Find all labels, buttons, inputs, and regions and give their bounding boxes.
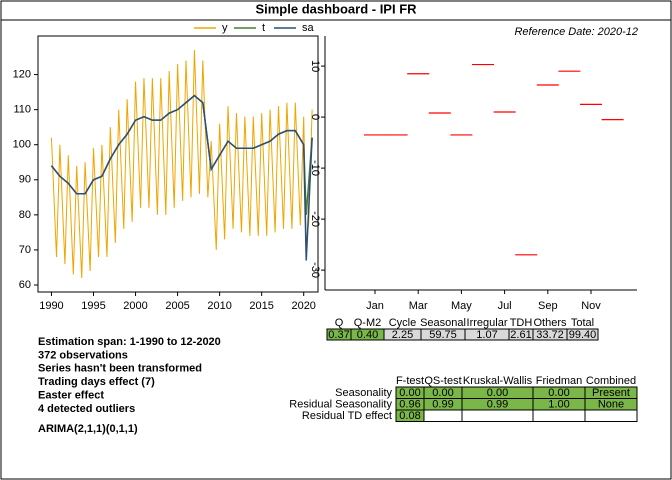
tests-row-label: Residual Seasonality — [289, 398, 392, 410]
tests-value: 0.00 — [399, 387, 420, 399]
summary-line: 372 observations — [38, 349, 128, 361]
tests-value: 0.00 — [487, 387, 508, 399]
x-tick-label: Sep — [538, 300, 558, 312]
x-tick-label: Mar — [409, 300, 428, 312]
x-tick-label: 2010 — [207, 300, 231, 312]
legend-label: y — [222, 22, 228, 34]
tests-value: 0.99 — [487, 398, 508, 410]
quality-value: 59.75 — [429, 329, 457, 341]
title: Simple dashboard - IPI FR — [255, 1, 417, 16]
y-tick-label: -10 — [309, 160, 321, 176]
quality-header: Total — [571, 317, 594, 329]
y-tick-label: 60 — [19, 279, 31, 291]
y-tick-label: 10 — [309, 60, 321, 72]
x-tick-label: 1990 — [39, 300, 63, 312]
quality-value: 99.40 — [569, 329, 597, 341]
tests-cell — [461, 409, 534, 422]
tests-header: QS-test — [424, 375, 461, 387]
quality-header: Irregular — [467, 317, 508, 329]
series-line — [50, 50, 313, 278]
x-tick-label: 2005 — [165, 300, 189, 312]
quality-header: Q — [335, 317, 344, 329]
quality-cell — [566, 328, 599, 341]
tests-header: Kruskal-Wallis — [463, 375, 533, 387]
quality-header: Q-M2 — [354, 317, 382, 329]
x-tick-label: Jan — [366, 300, 384, 312]
y-tick-label: 120 — [13, 68, 31, 80]
quality-value: 1.07 — [476, 329, 497, 341]
y-tick-label: 110 — [13, 104, 31, 116]
tests-value: 0.96 — [399, 398, 420, 410]
summary-line: Trading days effect (7) — [38, 376, 155, 388]
x-tick-label: May — [451, 300, 472, 312]
tests-value: 0.00 — [548, 387, 569, 399]
x-tick-label: 2020 — [291, 300, 315, 312]
x-tick-label: Nov — [581, 300, 601, 312]
tests-value: 0.99 — [432, 398, 453, 410]
y-tick-label: 0 — [309, 114, 321, 120]
tests-cell — [423, 409, 463, 422]
tests-value: None — [598, 398, 624, 410]
y-tick-label: 100 — [13, 139, 31, 151]
quality-value: 2.61 — [510, 329, 531, 341]
tests-header: F-test — [396, 375, 424, 387]
tests-header: Combined — [586, 375, 636, 387]
quality-header: Seasonal — [420, 317, 466, 329]
reference-date: Reference Date: 2020-12 — [514, 26, 638, 38]
quality-header: TDH — [510, 317, 533, 329]
model: ARIMA(2,1,1)(0,1,1) — [38, 423, 138, 435]
quality-value: 0.37 — [328, 329, 349, 341]
quality-value: 2.25 — [392, 329, 413, 341]
x-tick-label: 1995 — [81, 300, 105, 312]
y-tick-label: -30 — [309, 262, 321, 278]
x-tick-label: Jul — [498, 300, 512, 312]
tests-cell — [532, 409, 586, 422]
summary-line: Easter effect — [38, 390, 104, 402]
y-tick-label: 70 — [19, 244, 31, 256]
summary-line: Series hasn't been transformed — [38, 363, 202, 375]
legend-label: sa — [302, 22, 315, 34]
legend-label: t — [262, 22, 265, 34]
x-tick-label: 2015 — [249, 300, 273, 312]
quality-header: Cycle — [389, 317, 417, 329]
tests-row-label: Seasonality — [335, 387, 392, 399]
series-line — [50, 94, 313, 261]
summary-line: 4 detected outliers — [38, 403, 135, 415]
summary-line: Estimation span: 1-1990 to 12-2020 — [38, 336, 221, 348]
tests-value: 0.08 — [399, 410, 420, 422]
series-line — [50, 94, 313, 215]
tests-value: 0.00 — [432, 387, 453, 399]
y-tick-label: 80 — [19, 209, 31, 221]
quality-value: 0.40 — [357, 329, 378, 341]
tests-value: 1.00 — [548, 398, 569, 410]
tests-row-label: Residual TD effect — [302, 410, 392, 422]
y-tick-label: 90 — [19, 174, 31, 186]
quality-header: Others — [533, 317, 567, 329]
tests-value: Present — [592, 387, 630, 399]
x-tick-label: 2000 — [123, 300, 147, 312]
quality-value: 33.72 — [536, 329, 564, 341]
y-tick-label: -20 — [309, 211, 321, 227]
tests-header: Friedman — [536, 375, 582, 387]
tests-cell — [584, 409, 638, 422]
